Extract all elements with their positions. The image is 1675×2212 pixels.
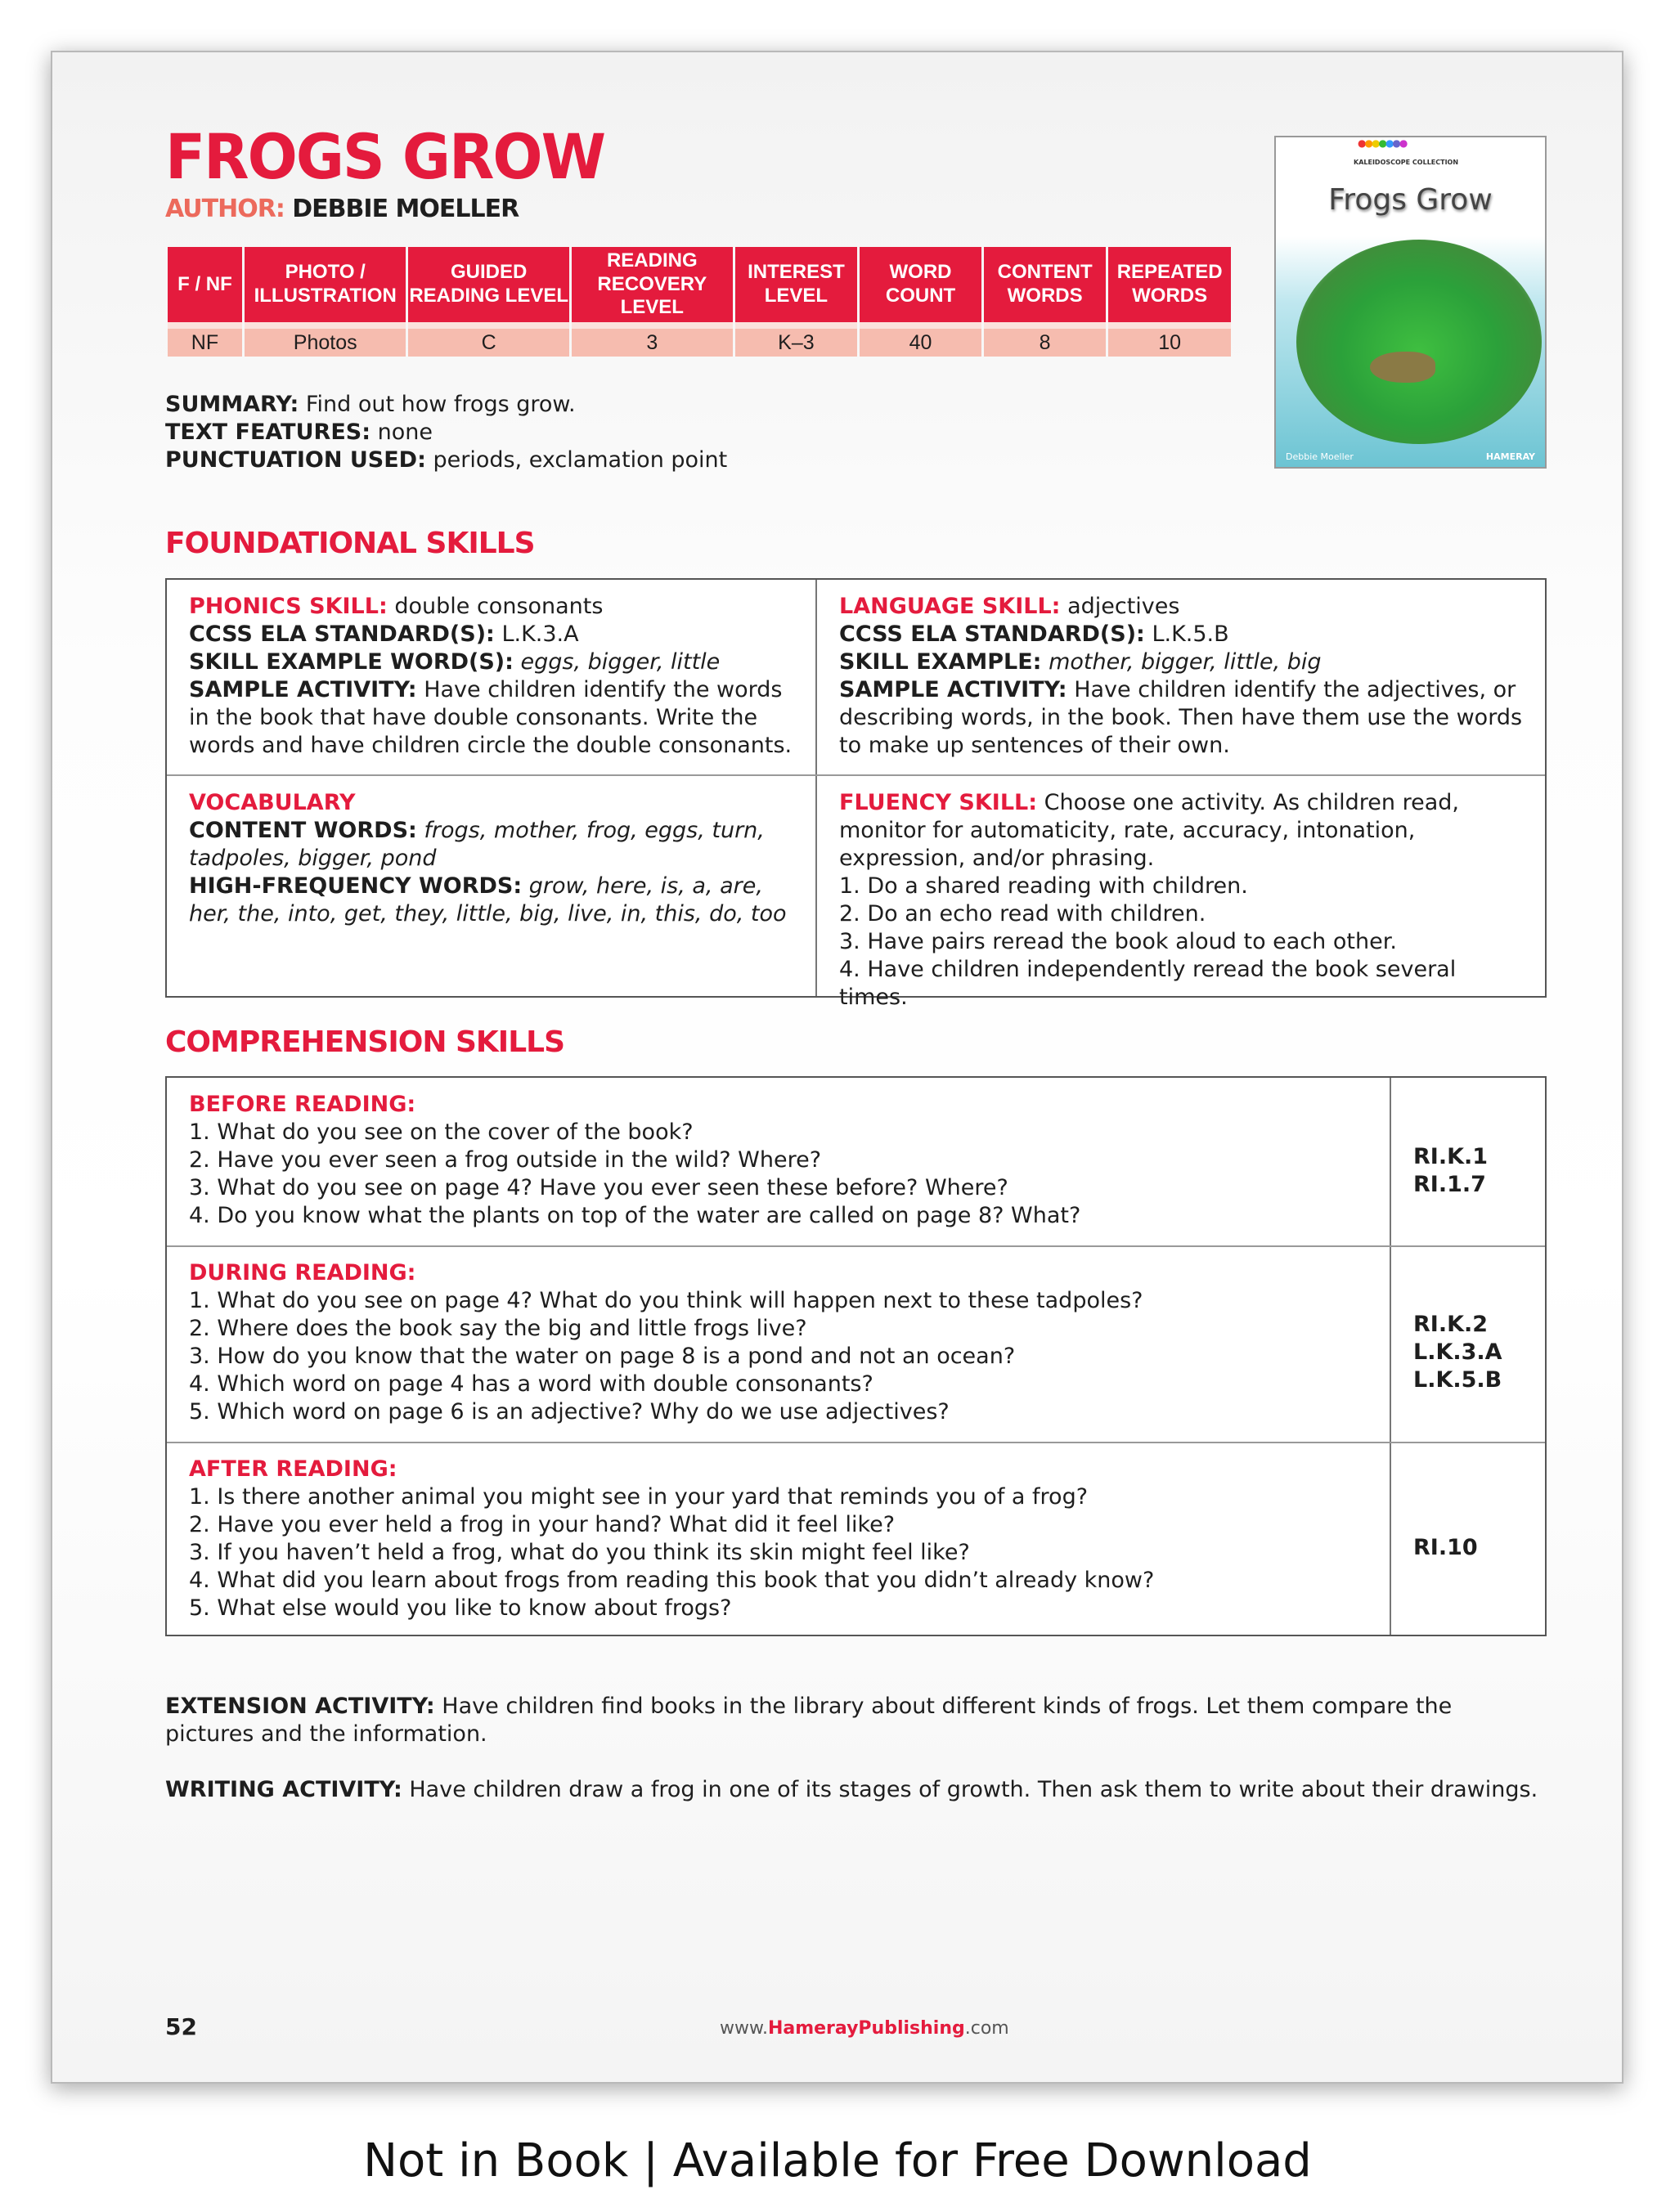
author-line: AUTHOR: DEBBIE MOELLER — [165, 195, 519, 223]
frog-photo — [1370, 352, 1435, 383]
value-photo: Photos — [244, 322, 406, 357]
header-photo: PHOTO / ILLUSTRATION — [244, 247, 406, 322]
book-info-table: F / NF PHOTO / ILLUSTRATION GUIDED READI… — [165, 247, 1233, 357]
before-reading-cell: BEFORE READING: 1. What do you see on th… — [189, 1092, 1081, 1228]
before-standards: RI.K.1 RI.1.7 — [1413, 1144, 1489, 1197]
value-content-words: 8 — [983, 322, 1107, 357]
value-guided: C — [408, 322, 569, 357]
cover-author: Debbie Moeller — [1286, 451, 1354, 462]
page-title: FROGS GROW — [165, 120, 606, 194]
comprehension-heading: COMPREHENSION SKILLS — [165, 1025, 565, 1059]
cover-publisher: HAMERAY — [1485, 451, 1535, 462]
header-content-words: CONTENT WORDS — [983, 247, 1107, 322]
header-f-nf: F / NF — [168, 247, 242, 322]
header-word-count: WORD COUNT — [860, 247, 981, 322]
during-reading-cell: DURING READING: 1. What do you see on pa… — [189, 1260, 1143, 1425]
header-guided: GUIDED READING LEVEL — [408, 247, 569, 322]
extension-activity: EXTENSION ACTIVITY: Have children find b… — [165, 1694, 1453, 1747]
fluency-item: 2. Do an echo read with children. — [839, 901, 1206, 927]
cover-collection: KALEIDOSCOPE COLLECTION — [1354, 159, 1459, 166]
phonics-cell: PHONICS SKILL: double consonants CCSS EL… — [189, 594, 793, 758]
book-meta: SUMMARY: Find out how frogs grow. TEXT F… — [165, 391, 727, 474]
vocabulary-cell: VOCABULARY CONTENT WORDS: frogs, mother,… — [189, 790, 787, 927]
lily-pad-photo — [1296, 240, 1542, 444]
punctuation: PUNCTUATION USED: periods, exclamation p… — [165, 447, 728, 473]
summary: SUMMARY: Find out how frogs grow. — [165, 392, 576, 417]
fluency-item: 1. Do a shared reading with children. — [839, 873, 1248, 899]
after-standards: RI.10 — [1413, 1535, 1478, 1560]
value-word-count: 40 — [860, 322, 981, 357]
download-banner: Not in Book | Available for Free Downloa… — [363, 2134, 1312, 2187]
after-reading-cell: AFTER READING: 1. Is there another anima… — [189, 1456, 1155, 1621]
value-repeated-words: 10 — [1108, 322, 1231, 357]
writing-activity: WRITING ACTIVITY: Have children draw a f… — [165, 1777, 1538, 1802]
text-features: TEXT FEATURES: none — [165, 420, 433, 445]
cover-title: Frogs Grow — [1328, 183, 1493, 217]
fluency-item: 3. Have pairs reread the book aloud to e… — [839, 929, 1397, 954]
author-name: DEBBIE MOELLER — [292, 195, 519, 223]
language-cell: LANGUAGE SKILL: adjectives CCSS ELA STAN… — [839, 594, 1523, 758]
value-interest: K–3 — [734, 322, 858, 357]
during-standards: RI.K.2 L.K.3.A L.K.5.B — [1413, 1312, 1502, 1393]
comprehension-skills-grid: BEFORE READING: 1. What do you see on th… — [165, 1076, 1547, 1636]
header-interest: INTEREST LEVEL — [734, 247, 858, 322]
page-number: 52 — [165, 2013, 197, 2040]
foundational-heading: FOUNDATIONAL SKILLS — [165, 527, 536, 560]
header-rr: READING RECOVERY LEVEL — [571, 247, 733, 322]
foundational-skills-grid: PHONICS SKILL: double consonants CCSS EL… — [165, 578, 1547, 1010]
fluency-cell: FLUENCY SKILL: Choose one activity. As c… — [817, 779, 1547, 1021]
author-label: AUTHOR: — [165, 195, 285, 223]
value-rr: 3 — [571, 322, 733, 357]
publisher-url[interactable]: www.HamerayPublishing.com — [720, 2018, 1009, 2039]
header-repeated-words: REPEATED WORDS — [1108, 247, 1231, 322]
value-f-nf: NF — [168, 322, 242, 357]
collection-logo-icon: ●●●●●●● — [1358, 137, 1408, 149]
fluency-item: 4. Have children independently reread th… — [839, 957, 1457, 1010]
book-cover-image: ●●●●●●● KALEIDOSCOPE COLLECTION Frogs Gr… — [1274, 136, 1547, 469]
